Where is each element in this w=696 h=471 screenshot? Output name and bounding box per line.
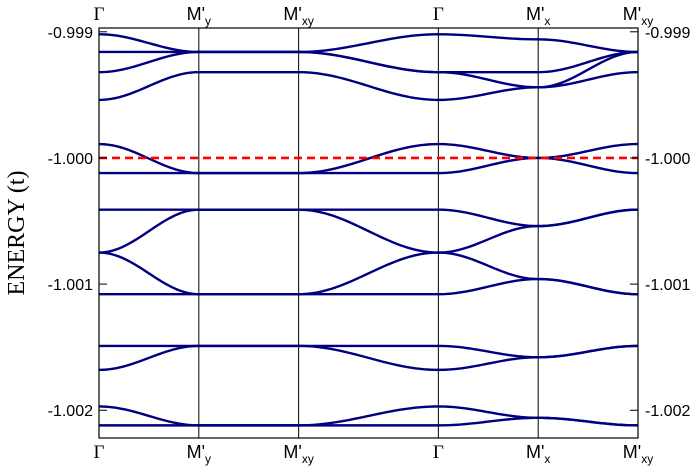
x-tick-label-bottom-2: M'y bbox=[187, 442, 211, 466]
band-9 bbox=[98, 251, 639, 296]
band-4 bbox=[98, 70, 639, 102]
y-tick-label-right: -1.002 bbox=[645, 403, 690, 420]
band-14 bbox=[99, 416, 639, 427]
y-ticks: -0.999 -0.999 -1.000 -1.000 -1.001 -1.001 -1.0… bbox=[48, 25, 691, 420]
x-ticks: Γ Γ M'y M'y M'xy M'xy Γ Γ M'x M'x M'xy M'xy bbox=[94, 4, 654, 466]
band-12 bbox=[98, 344, 639, 372]
y-axis-label: ENERGY (t) bbox=[4, 170, 30, 295]
y-tick-label-left: -1.000 bbox=[48, 151, 93, 168]
x-tick-label-top-4: Γ bbox=[433, 4, 444, 25]
x-tick-label-top-1: Γ bbox=[94, 4, 105, 25]
y-tick-label-right: -1.001 bbox=[645, 277, 690, 294]
x-tick-label-bottom-5: M'x bbox=[526, 442, 550, 466]
y-tick-label-left: -1.002 bbox=[48, 403, 93, 420]
x-tick-label-top-5: M'x bbox=[526, 4, 550, 28]
x-tick-label-bottom-4: Γ bbox=[433, 442, 444, 463]
x-tick-label-bottom-3: M'xy bbox=[283, 442, 313, 466]
band-3 bbox=[98, 50, 639, 89]
band-1 bbox=[98, 33, 639, 54]
x-tick-label-bottom-6: M'xy bbox=[623, 442, 653, 466]
y-tick-label-left: -0.999 bbox=[48, 25, 93, 42]
y-tick-label-right: -1.000 bbox=[645, 151, 690, 168]
x-tick-label-bottom-1: Γ bbox=[94, 442, 105, 463]
k-point-lines bbox=[198, 28, 539, 438]
band-10 bbox=[99, 277, 639, 296]
band-13 bbox=[98, 405, 639, 427]
x-tick-label-top-2: M'y bbox=[187, 4, 211, 28]
y-tick-label-left: -1.001 bbox=[48, 277, 93, 294]
y-tick-label-right: -0.999 bbox=[645, 25, 690, 42]
band-8 bbox=[98, 208, 639, 254]
x-tick-label-top-3: M'xy bbox=[283, 4, 313, 28]
x-tick-label-top-6: M'xy bbox=[623, 4, 653, 28]
bands-layer bbox=[98, 33, 639, 427]
plot-frame bbox=[98, 27, 639, 439]
